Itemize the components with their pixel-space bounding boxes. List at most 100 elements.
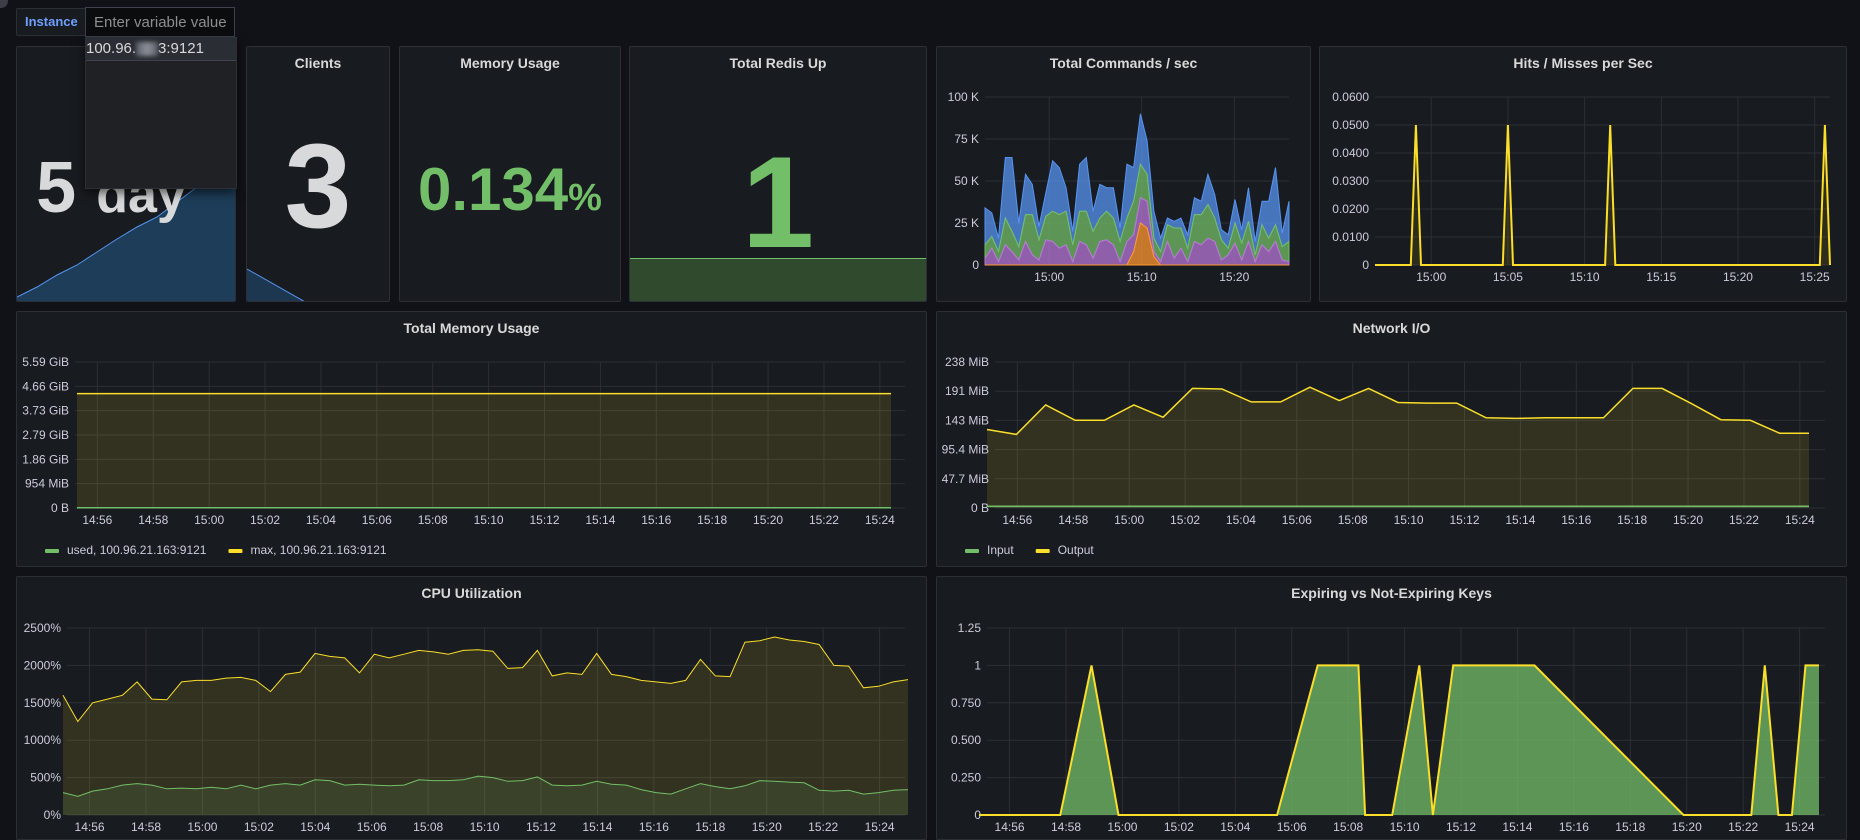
redis-up-panel: Total Redis Up 1 — [629, 46, 927, 302]
cpu-xtick-label: 15:04 — [300, 820, 330, 834]
network-xtick-label: 15:22 — [1729, 513, 1759, 527]
memory-ytick-label: 2.79 GiB — [22, 428, 69, 442]
memory-xtick-label: 15:12 — [529, 513, 559, 527]
network-legend-label: Input — [987, 543, 1014, 557]
hits-title: Hits / Misses per Sec — [1513, 55, 1653, 71]
memory-legend-label: used, 100.96.21.163:9121 — [67, 543, 207, 557]
hits-ytick-label: 0 — [1362, 258, 1369, 272]
cpu-xtick-label: 15:20 — [752, 820, 782, 834]
hits-series-fill — [1375, 125, 1830, 265]
network-xtick-label: 15:14 — [1505, 513, 1535, 527]
cpu-xtick-label: 15:08 — [413, 820, 443, 834]
expiring-xtick-label: 14:58 — [1051, 820, 1081, 834]
expiring-xtick-label: 15:22 — [1728, 820, 1758, 834]
network-title: Network I/O — [1352, 320, 1431, 336]
network-xtick-label: 14:58 — [1058, 513, 1088, 527]
memory-ytick-label: 1.86 GiB — [22, 452, 69, 466]
memory-ytick-label: 4.66 GiB — [22, 379, 69, 393]
network-series-fill — [987, 387, 1809, 508]
expiring-chart: 0 0.250 0.500 0.750 1 1.25 14:56 14:58 15:00 15:0… — [951, 621, 1825, 834]
clients-title: Clients — [294, 55, 342, 71]
cpu-series-fill — [63, 637, 908, 815]
cpu-series-line — [62, 775, 909, 797]
cpu-panel: CPU Utilization 0% 500% 1000% 1500% 2000% 250… — [16, 576, 927, 840]
memory-legend-swatch — [228, 549, 243, 553]
expiring-xtick-label: 15:16 — [1559, 820, 1589, 834]
memory-xtick-label: 14:58 — [138, 513, 168, 527]
hits-xtick-label: 15:05 — [1493, 270, 1523, 284]
network-legend-label: Output — [1058, 543, 1095, 557]
network-ytick-label: 0 B — [971, 501, 989, 515]
hits-ytick-label: 0.0400 — [1332, 146, 1369, 160]
network-xtick-label: 15:20 — [1673, 513, 1703, 527]
expiring-xtick-label: 15:04 — [1220, 820, 1250, 834]
hits-chart: 0 0.0100 0.0200 0.0300 0.0400 0.0500 0.0600 15:… — [1332, 90, 1831, 284]
cpu-ytick-label: 2000% — [24, 658, 62, 672]
commands-xtick-label: 15:10 — [1127, 270, 1157, 284]
hits-xtick-label: 15:10 — [1570, 270, 1600, 284]
network-ytick-label: 95.4 MiB — [942, 443, 989, 457]
network-ytick-label: 143 MiB — [945, 413, 989, 427]
network-xtick-label: 15:16 — [1561, 513, 1591, 527]
cpu-ytick-label: 2500% — [24, 621, 62, 635]
expiring-ytick-label: 0.500 — [951, 733, 981, 747]
cpu-xtick-label: 15:24 — [865, 820, 895, 834]
memory-usage-number: 0.134 — [418, 156, 569, 223]
expiring-panel: Expiring vs Not-Expiring Keys 0 0.250 0.50… — [936, 576, 1847, 840]
cpu-ytick-label: 0% — [44, 808, 62, 822]
network-xtick-label: 15:02 — [1170, 513, 1200, 527]
cpu-xtick-label: 15:10 — [470, 820, 500, 834]
commands-ytick-label: 25 K — [954, 216, 979, 230]
commands-ytick-label: 100 K — [948, 90, 979, 104]
network-ytick-label: 47.7 MiB — [942, 472, 989, 486]
variable-label-instance: Instance — [16, 8, 87, 36]
expiring-xtick-label: 15:18 — [1615, 820, 1645, 834]
network-ytick-label: 238 MiB — [945, 355, 989, 369]
expiring-title: Expiring vs Not-Expiring Keys — [1291, 585, 1492, 601]
expiring-xtick-label: 15:20 — [1672, 820, 1702, 834]
instance-variable-input[interactable] — [85, 7, 235, 37]
network-xtick-label: 15:08 — [1338, 513, 1368, 527]
network-xtick-label: 15:04 — [1226, 513, 1256, 527]
cpu-xtick-label: 15:06 — [357, 820, 387, 834]
memory-xtick-label: 14:56 — [82, 513, 112, 527]
network-xtick-label: 15:06 — [1282, 513, 1312, 527]
commands-ytick-label: 0 — [972, 258, 979, 272]
clients-panel: Clients 3 — [246, 46, 390, 302]
network-series-line — [986, 386, 1809, 436]
memory-xtick-label: 15:20 — [753, 513, 783, 527]
cpu-ytick-label: 500% — [30, 771, 61, 785]
expiring-xtick-label: 15:14 — [1502, 820, 1532, 834]
hits-ytick-label: 0.0100 — [1332, 230, 1369, 244]
network-xtick-label: 15:10 — [1394, 513, 1424, 527]
network-legend-swatch — [965, 549, 979, 553]
expiring-xtick-label: 15:08 — [1333, 820, 1363, 834]
commands-title: Total Commands / sec — [1049, 55, 1198, 71]
memory-series-fill — [77, 393, 891, 508]
memory-xtick-label: 15:18 — [697, 513, 727, 527]
memory-legend-label: max, 100.96.21.163:9121 — [250, 543, 386, 557]
memory-xtick-label: 15:22 — [809, 513, 839, 527]
redis-up-title: Total Redis Up — [729, 55, 827, 71]
cpu-xtick-label: 15:22 — [808, 820, 838, 834]
memory-usage-value: 0.134% — [400, 155, 620, 224]
memory-xtick-label: 15:14 — [585, 513, 615, 527]
memory-xtick-label: 15:00 — [194, 513, 224, 527]
memory-xtick-label: 15:16 — [641, 513, 671, 527]
hits-series-line — [1375, 124, 1831, 266]
expiring-ytick-label: 0.750 — [951, 696, 981, 710]
commands-ytick-label: 50 K — [954, 174, 979, 188]
uptime-number: 5 — [36, 148, 77, 228]
cpu-series-fill — [63, 776, 908, 815]
total-memory-panel: Total Memory Usage 0 B 954 MiB 1.86 GiB 2.7… — [16, 311, 927, 567]
network-xtick-label: 15:24 — [1785, 513, 1815, 527]
memory-usage-title: Memory Usage — [460, 55, 560, 71]
instance-option[interactable]: 100.96. 3:9121 — [86, 38, 236, 61]
cpu-xtick-label: 15:18 — [695, 820, 725, 834]
cpu-ytick-label: 1500% — [24, 696, 62, 710]
cpu-chart: 0% 500% 1000% 1500% 2000% 2500% 14:56 14:58 15:0… — [24, 621, 909, 834]
network-legend-swatch — [1035, 549, 1050, 553]
expiring-xtick-label: 15:12 — [1446, 820, 1476, 834]
commands-xtick-label: 15:20 — [1219, 270, 1249, 284]
cpu-xtick-label: 14:56 — [75, 820, 105, 834]
